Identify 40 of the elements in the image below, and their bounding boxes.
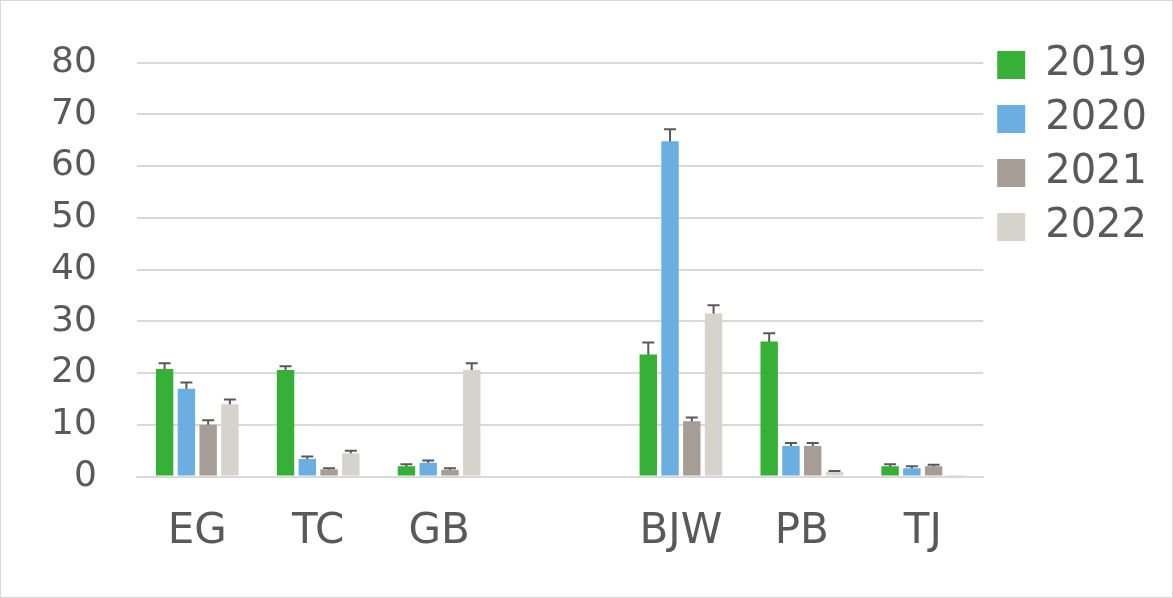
- y-tick-label: 0: [73, 452, 97, 494]
- legend-label: 2019: [1045, 38, 1147, 85]
- y-tick-label: 60: [51, 142, 97, 184]
- bar: [342, 453, 360, 476]
- x-tick-label: EG: [167, 503, 227, 553]
- y-tick-label: 50: [51, 194, 97, 236]
- bar: [419, 462, 437, 476]
- bar: [782, 446, 800, 476]
- bar: [804, 446, 822, 476]
- x-tick-label: GB: [408, 503, 470, 553]
- bar: [903, 468, 921, 476]
- bar: [155, 368, 174, 476]
- bar: [924, 466, 943, 476]
- bar: [298, 459, 316, 476]
- y-tick-label: 30: [51, 297, 97, 339]
- x-tick-label: BJW: [639, 503, 723, 553]
- bar: [463, 370, 481, 476]
- bar: [199, 424, 217, 476]
- bar: [221, 404, 239, 476]
- legend-label: 2021: [1045, 146, 1147, 193]
- bar: [881, 466, 899, 476]
- x-tick-label: PB: [774, 503, 829, 553]
- legend-label: 2020: [1045, 92, 1147, 139]
- y-tick-label: 20: [51, 349, 97, 391]
- bar: [661, 141, 679, 476]
- bar: [397, 466, 416, 476]
- bar: [320, 469, 338, 476]
- legend-label: 2022: [1045, 200, 1147, 247]
- y-tick-label: 70: [51, 90, 97, 132]
- y-tick-label: 10: [51, 401, 97, 443]
- bar: [276, 370, 295, 476]
- bar: [639, 354, 657, 476]
- x-tick-label: TJ: [902, 503, 942, 553]
- bar: [704, 313, 723, 476]
- bar: [760, 341, 778, 476]
- y-tick-label: 40: [51, 245, 97, 287]
- y-tick-label: 80: [51, 38, 97, 80]
- x-tick-label: TC: [290, 503, 345, 553]
- bar: [177, 388, 196, 476]
- bar: [683, 421, 701, 476]
